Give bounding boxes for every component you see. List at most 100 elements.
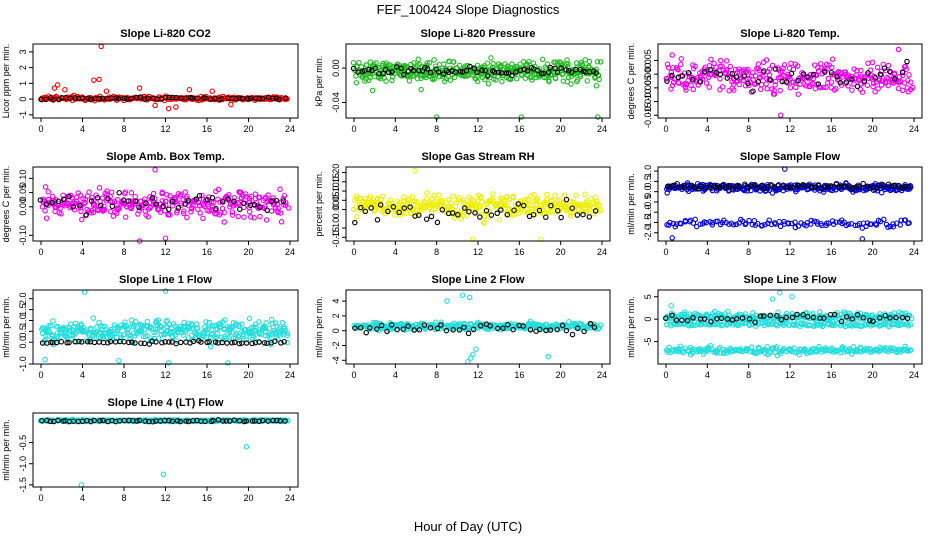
data-point-sel	[194, 95, 201, 101]
data-point-all	[197, 210, 203, 216]
data-point-all	[458, 215, 465, 222]
data-point-sel	[352, 219, 358, 226]
data-point-all	[552, 75, 559, 81]
y-tick-label: 2	[331, 313, 341, 318]
y-axis-label: degrees C per min.	[1, 166, 11, 243]
data-point-all	[717, 57, 724, 64]
data-point-sel	[162, 94, 169, 101]
data-point-sel	[96, 95, 103, 102]
data-point-all	[496, 216, 503, 223]
data-point-all	[859, 89, 866, 95]
data-point-all	[40, 196, 46, 203]
y-tick-label: 5	[643, 294, 653, 299]
data-point-sel	[64, 340, 70, 346]
outlier-point	[459, 292, 466, 298]
data-point-all	[180, 196, 187, 203]
data-point-sel	[72, 95, 78, 101]
data-point-all	[79, 216, 85, 223]
data-point-sel	[524, 68, 531, 74]
data-point-all	[373, 60, 379, 66]
data-point-sel	[580, 211, 586, 218]
data-point-all	[499, 78, 505, 85]
data-point-sel	[901, 183, 908, 190]
data-point-sel	[236, 95, 243, 101]
data-point-sel	[463, 67, 470, 74]
data-point-all	[703, 219, 710, 226]
data-point-sel	[55, 198, 62, 205]
outlier-point	[412, 167, 418, 174]
data-point-all	[532, 74, 539, 81]
data-point-all	[727, 63, 734, 70]
data-point-sel	[472, 210, 478, 216]
data-point-all	[253, 324, 259, 331]
points	[37, 167, 292, 244]
data-point-all	[256, 194, 263, 200]
data-point-all	[42, 208, 48, 214]
data-point-all	[184, 214, 190, 221]
y-tick-label: -1	[18, 111, 28, 119]
data-point-all	[849, 87, 855, 93]
data-point-sel	[513, 69, 519, 75]
x-tick-label: 24	[909, 247, 919, 257]
panel-title: Slope Line 2 Flow	[432, 274, 525, 286]
data-point-sel	[849, 76, 855, 82]
data-point-all	[849, 74, 855, 80]
data-point-sel	[554, 69, 561, 76]
data-point-all	[766, 66, 773, 72]
data-point-sel	[678, 184, 684, 190]
panel-title: Slope Line 1 Flow	[119, 274, 212, 286]
points	[350, 55, 604, 120]
data-point-all	[209, 331, 215, 337]
x-tick-label: 8	[434, 370, 439, 380]
y-tick-label: 2.0	[18, 292, 28, 305]
data-point-all	[90, 209, 97, 216]
panel-title: Slope Amb. Box Temp.	[106, 151, 225, 163]
points	[37, 416, 291, 488]
data-point-all	[678, 221, 684, 227]
data-point-all	[456, 62, 463, 69]
y-tick-label: 4	[331, 299, 341, 304]
data-point-sel	[233, 95, 239, 102]
data-point-all	[392, 212, 398, 218]
outlier-point	[103, 88, 110, 94]
data-point-sel	[800, 71, 807, 77]
data-point-all	[82, 338, 88, 344]
outlier-point	[777, 112, 784, 119]
x-tick-label: 0	[663, 370, 668, 380]
data-point-sel	[98, 202, 104, 209]
data-point-all	[878, 189, 885, 196]
data-point-all	[240, 333, 246, 340]
x-tick-label: 20	[243, 370, 253, 380]
y-tick-label: -1.0	[643, 204, 653, 220]
main-title: FEF_100424 Slope Diagnostics	[377, 2, 560, 17]
data-point-all	[811, 218, 818, 224]
data-point-sel	[511, 207, 517, 213]
data-point-sel	[142, 96, 148, 102]
data-point-sel	[434, 219, 441, 226]
y-tick-label: -1.0	[18, 356, 28, 372]
data-point-sel	[416, 67, 422, 74]
data-point-all	[873, 222, 880, 228]
data-point-sel	[88, 198, 95, 204]
y-tick-label: -1.5	[18, 477, 28, 493]
panel-title: Slope Li-820 CO2	[120, 28, 210, 40]
x-tick-label: 4	[705, 124, 710, 134]
data-point-sel	[881, 65, 888, 71]
data-point-sel	[386, 69, 392, 76]
data-point-all	[745, 66, 751, 73]
data-point-sel	[133, 94, 140, 101]
data-point-all	[825, 75, 832, 82]
outlier-point	[418, 86, 424, 93]
outlier-point	[209, 88, 215, 94]
x-tick-label: 20	[556, 247, 566, 257]
data-point-sel	[674, 180, 680, 187]
data-point-sel	[892, 76, 898, 82]
y-tick-label: 0.05	[331, 192, 341, 210]
data-point-all	[108, 189, 115, 195]
data-point-sel	[218, 95, 225, 102]
data-point-sel	[726, 183, 732, 189]
data-point-all	[594, 58, 601, 65]
data-point-all	[592, 194, 599, 201]
x-tick-label: 24	[597, 247, 607, 257]
data-point-all	[807, 74, 814, 81]
